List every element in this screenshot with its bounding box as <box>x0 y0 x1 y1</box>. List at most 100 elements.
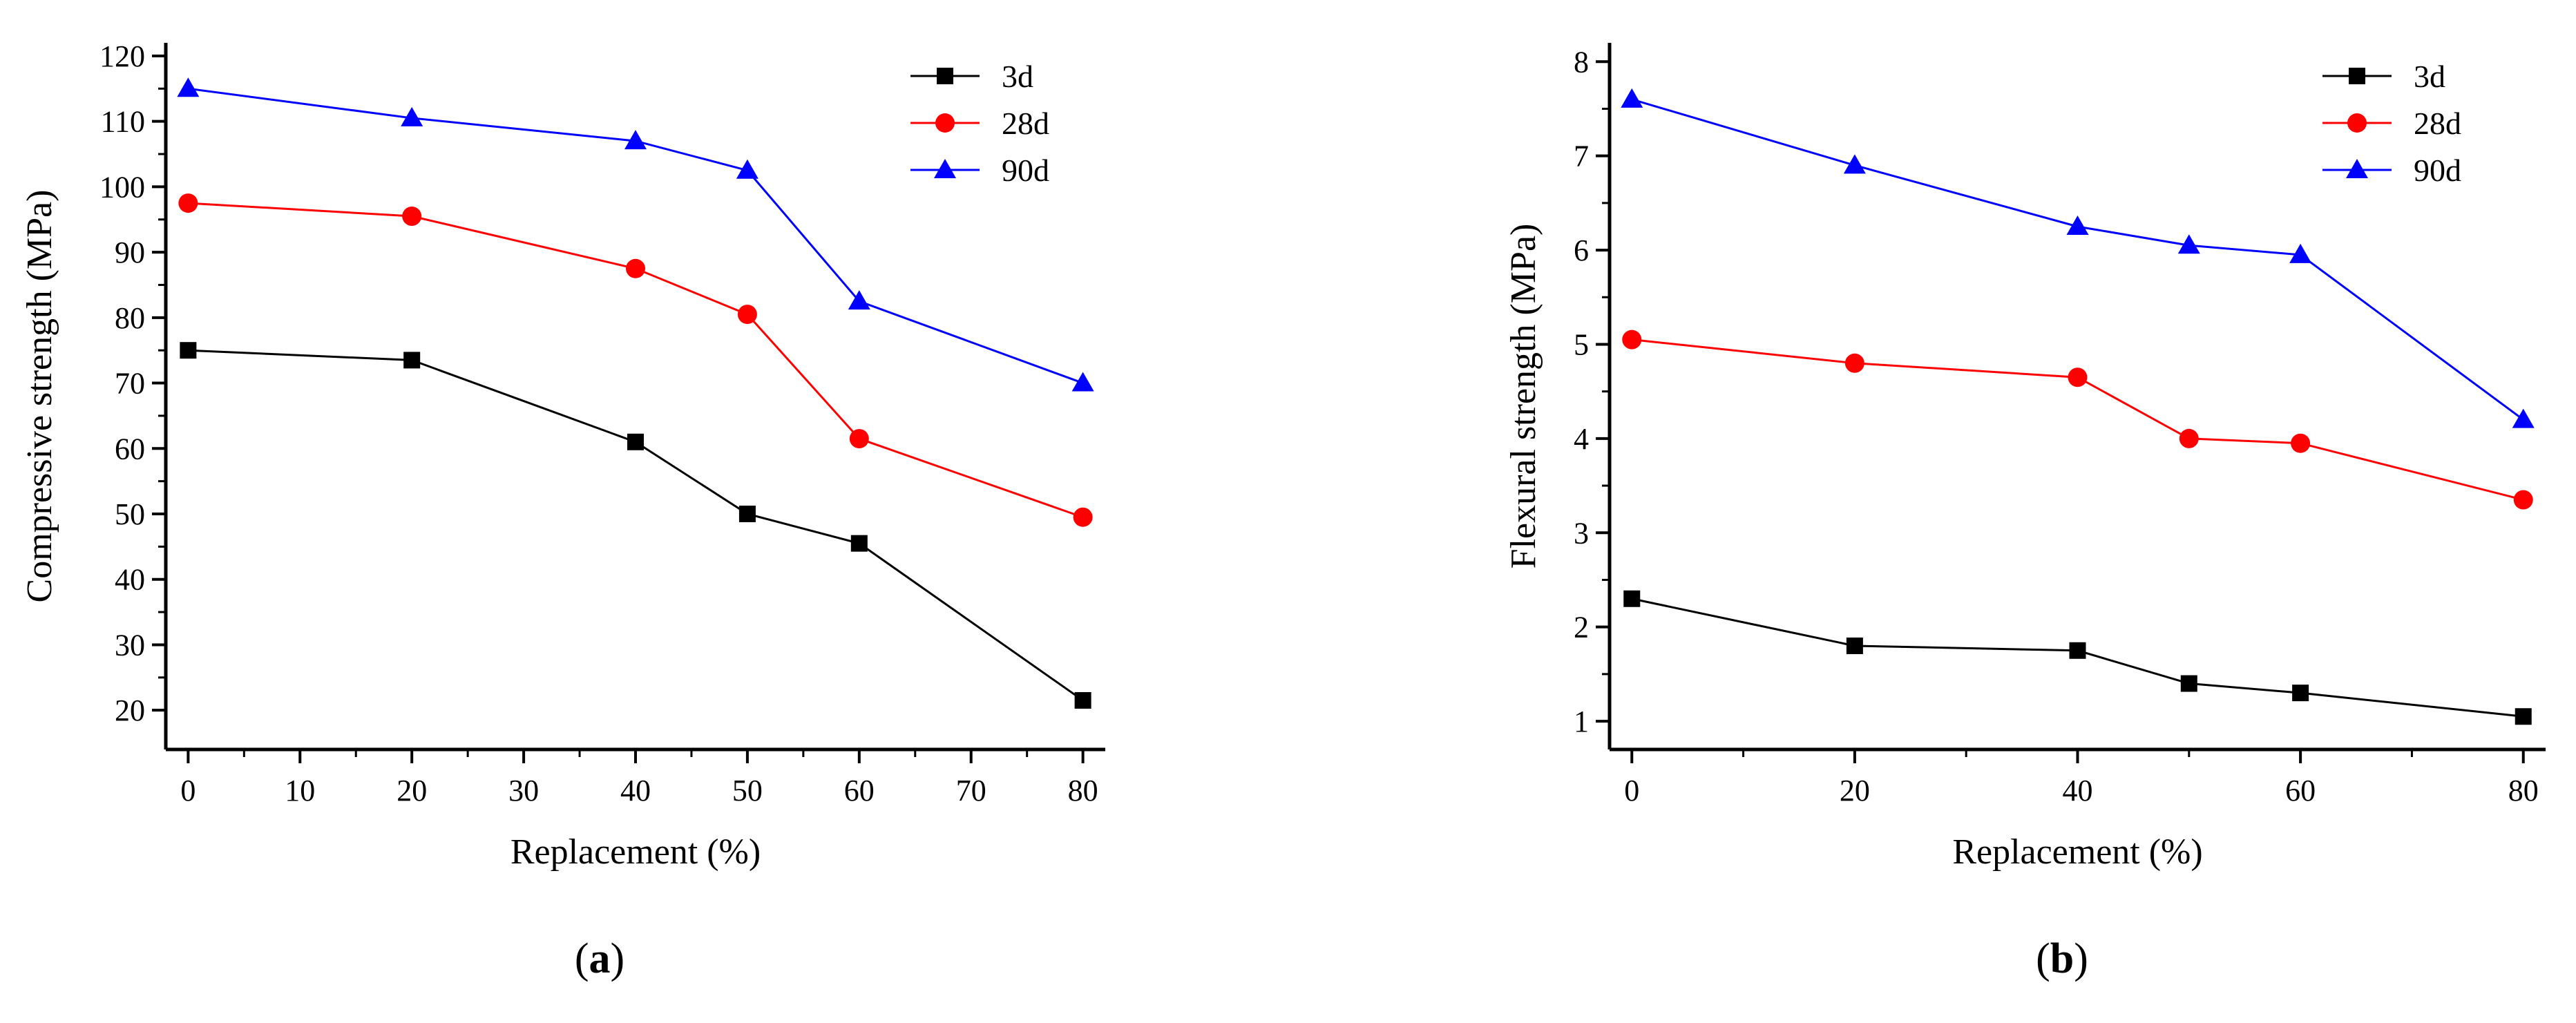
data-point <box>627 433 644 450</box>
series-line <box>188 202 1084 519</box>
axes: 0 10 20 30 40 50 60 70 80 20 30 40 50 60 70 80 90 100 110 1… <box>99 39 1105 807</box>
y-tick-label: 120 <box>99 39 145 73</box>
data-point <box>2177 234 2200 254</box>
data-point <box>2513 490 2533 510</box>
data-point <box>2292 685 2309 702</box>
x-tick-label: 50 <box>732 774 763 807</box>
data-point <box>403 352 421 369</box>
data-point <box>177 77 200 97</box>
y-tick-label: 90 <box>115 236 145 269</box>
y-tick-label: 4 <box>1574 422 1589 456</box>
legend-marker <box>935 113 955 133</box>
chart-compressive-strength: 0 10 20 30 40 50 60 70 80 20 30 40 50 60 70 80 90 100 110 1… <box>20 39 1105 982</box>
legend-item: 3d <box>2322 59 2445 94</box>
data-point <box>1621 88 1643 108</box>
y-tick-label: 20 <box>115 694 145 727</box>
y-axis-title: Flexural strength (MPa) <box>1504 224 1543 569</box>
y-tick-label: 30 <box>115 628 145 662</box>
x-tick-label: 40 <box>620 774 651 807</box>
x-axis-title: Replacement (%) <box>1952 832 2202 872</box>
data-point <box>848 290 870 310</box>
data-point <box>1846 637 1863 654</box>
chart-flexural-strength: 0 20 40 60 80 1 2 3 4 5 6 7 8 Replacement (%) Flexural… <box>1504 43 2546 982</box>
series-28d <box>178 193 1093 527</box>
y-tick-label: 50 <box>115 497 145 531</box>
y-tick-label: 5 <box>1574 327 1589 361</box>
data-point <box>1623 590 1641 607</box>
legend-item: 90d <box>910 153 1049 188</box>
x-tick-label: 0 <box>180 774 195 807</box>
y-tick-label: 1 <box>1574 705 1589 738</box>
series-28d <box>1622 329 2533 510</box>
data-point <box>1074 691 1091 709</box>
data-point <box>850 535 868 552</box>
y-tick-label: 100 <box>99 170 145 204</box>
x-tick-label: 80 <box>1068 774 1098 807</box>
x-tick-label: 60 <box>844 774 875 807</box>
data-point <box>402 207 422 227</box>
data-point <box>1071 372 1094 392</box>
x-tick-label: 20 <box>1840 774 1870 807</box>
axes: 0 20 40 60 80 1 2 3 4 5 6 7 8 <box>1574 43 2546 807</box>
series-line <box>1631 597 2523 718</box>
y-tick-label: 110 <box>101 105 145 139</box>
data-point <box>2512 408 2535 428</box>
series-line <box>188 87 1084 384</box>
legend-marker <box>2349 68 2365 84</box>
y-tick-label: 7 <box>1574 140 1589 173</box>
legend-label: 28d <box>1002 106 1049 141</box>
y-axis-title: Compressive strength (MPa) <box>20 190 59 603</box>
legend-item: 28d <box>2322 106 2461 141</box>
legend-marker <box>934 159 956 178</box>
y-tick-label: 80 <box>115 301 145 335</box>
data-point <box>2515 708 2532 725</box>
x-tick-label: 70 <box>956 774 986 807</box>
data-point <box>178 193 198 213</box>
data-point <box>2291 433 2311 453</box>
data-point <box>624 130 647 150</box>
series-line <box>1632 338 2524 501</box>
y-tick-label: 2 <box>1574 611 1589 644</box>
y-tick-label: 40 <box>115 563 145 597</box>
panel-label: (b) <box>2036 935 2088 982</box>
data-point <box>736 159 759 179</box>
series-90d <box>177 77 1094 392</box>
series-3d <box>180 342 1091 709</box>
data-point <box>1844 353 1864 373</box>
data-point <box>2066 215 2089 235</box>
data-point <box>737 305 757 325</box>
y-tick-label: 3 <box>1574 516 1589 550</box>
data-point <box>1622 329 1642 350</box>
legend-label: 3d <box>2414 59 2445 94</box>
x-tick-label: 80 <box>2508 774 2539 807</box>
x-tick-label: 10 <box>285 774 315 807</box>
x-tick-label: 20 <box>397 774 427 807</box>
data-point <box>738 506 756 522</box>
panel-label: (a) <box>575 935 624 982</box>
legend-item: 3d <box>910 59 1033 94</box>
y-tick-label: 70 <box>115 367 145 401</box>
panel-letter: b <box>2050 935 2074 982</box>
series-line <box>188 349 1084 702</box>
y-tick-label: 6 <box>1574 233 1589 267</box>
x-tick-label: 0 <box>1624 774 1639 807</box>
legend-item: 28d <box>910 106 1049 141</box>
data-point <box>626 258 645 278</box>
data-point <box>2289 243 2312 263</box>
x-tick-label: 30 <box>508 774 539 807</box>
data-point <box>849 429 869 449</box>
data-point <box>2179 428 2199 448</box>
legend-label: 3d <box>1002 59 1033 94</box>
data-point <box>401 106 423 126</box>
legend-label: 28d <box>2414 106 2461 141</box>
data-point <box>1843 154 1866 174</box>
legend-label: 90d <box>1002 153 1049 188</box>
legend-marker <box>2346 159 2368 178</box>
legend: 3d 28d 90d <box>2322 59 2461 188</box>
legend-marker <box>937 68 953 84</box>
data-point <box>180 342 197 359</box>
legend-label: 90d <box>2414 153 2461 188</box>
legend-marker <box>2347 113 2367 133</box>
x-tick-label: 40 <box>2063 774 2093 807</box>
